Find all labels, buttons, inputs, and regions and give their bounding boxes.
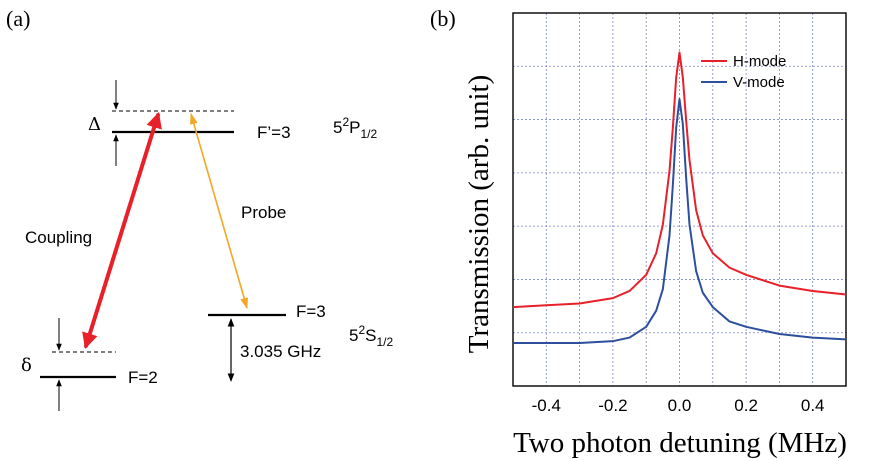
chart-series <box>512 51 847 344</box>
detuning-delta-lower: δ <box>21 355 32 376</box>
plot-frame <box>512 12 847 387</box>
panel-a-label: (a) <box>6 6 30 31</box>
ground-lower-level-label: F=2 <box>128 368 158 387</box>
series-line-h-mode <box>512 51 847 309</box>
probe-transition-arrow <box>190 112 248 310</box>
legend: H-mode V-mode <box>701 53 786 91</box>
legend-label-v-mode: V-mode <box>733 74 785 91</box>
legend-label-h-mode: H-mode <box>733 53 786 70</box>
chart-grid <box>513 13 846 386</box>
ground-term-symbol: 52S1/2 <box>349 323 394 349</box>
coupling-transition-arrow <box>82 111 162 350</box>
x-axis-title: Two photon detuning (MHz) <box>513 427 847 459</box>
energy-level-diagram: (a) Δ F’=3 52P1/2 F=3 52S1/2 3.035 GHz δ… <box>6 6 394 411</box>
y-axis-title: Transmission (arb. unit) <box>463 75 495 353</box>
splitting-label: 3.035 GHz <box>240 342 321 361</box>
series-line-v-mode <box>513 98 847 344</box>
x-tick-label: -0.2 <box>598 396 627 415</box>
x-tick-labels: -0.4 -0.2 0.0 0.2 0.4 <box>532 396 825 415</box>
panel-b-label: (b) <box>430 6 456 31</box>
coupling-label: Coupling <box>25 228 92 247</box>
x-tick-label: 0.2 <box>734 396 758 415</box>
probe-label: Probe <box>241 203 286 222</box>
transmission-chart: (b) -0.4 -0.2 0.0 0.2 0.4 H-mode V-mode Two … <box>430 6 847 459</box>
x-tick-label: 0.0 <box>668 396 692 415</box>
ground-upper-level-label: F=3 <box>296 302 326 321</box>
detuning-delta-upper: Δ <box>88 114 101 135</box>
excited-term-symbol: 52P1/2 <box>333 115 378 141</box>
x-tick-label: -0.4 <box>532 396 561 415</box>
x-tick-label: 0.4 <box>801 396 825 415</box>
excited-level-label: F’=3 <box>257 123 291 142</box>
